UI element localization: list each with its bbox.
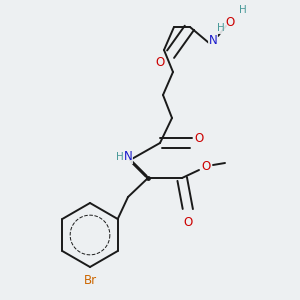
Text: H: H [239, 5, 247, 15]
Text: O: O [225, 16, 235, 28]
Text: N: N [208, 34, 217, 46]
Text: O: O [201, 160, 211, 173]
Text: H: H [217, 23, 225, 33]
Text: N: N [124, 151, 132, 164]
Text: H: H [116, 152, 124, 162]
Text: Br: Br [83, 274, 97, 287]
Text: O: O [155, 56, 165, 70]
Text: O: O [194, 131, 204, 145]
Text: O: O [183, 217, 193, 230]
